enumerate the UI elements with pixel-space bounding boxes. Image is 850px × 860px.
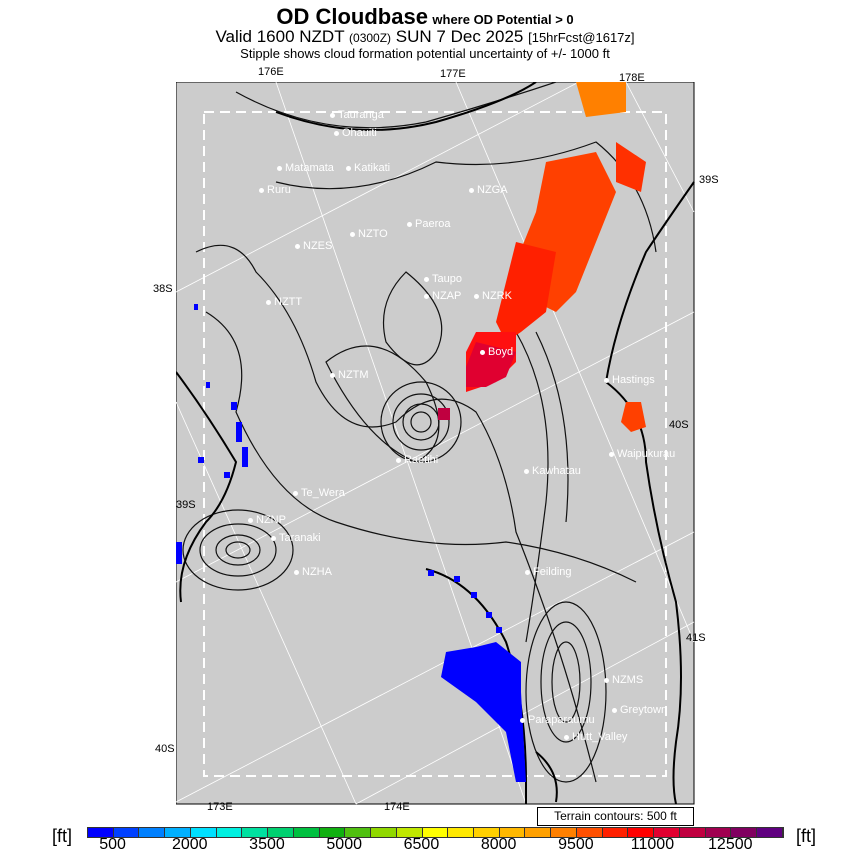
colorbar-swatch [216,828,243,837]
place-label: Taupo [424,273,462,285]
place-label: NZGA [469,184,508,196]
colorbar-swatch [293,828,320,837]
cloudbase-fill-low [176,304,526,782]
place-label: Tauranga [330,109,384,121]
place-label: Boyd [480,346,513,358]
colorbar-swatch [190,828,217,837]
place-label: Ohauiti [334,127,377,139]
place-label: Katikati [346,162,390,174]
lon-label: 176E [258,66,284,78]
title-main: OD Cloudbase [276,4,428,29]
place-label: NZTT [266,296,302,308]
lat-label: 40S [669,419,689,431]
lat-label: 41S [686,632,706,644]
colorbar-swatch [654,828,680,837]
colorbar-swatch [242,828,269,837]
valid-prefix: Valid 1600 NZDT [215,27,345,46]
place-label: NZNP [248,514,286,526]
colorbar-tick-label: 12500 [708,836,753,853]
coastline [176,82,695,805]
place-label: Paraparaumu [520,714,595,726]
colorbar-swatch [448,828,475,837]
colorbar-swatch [345,828,372,837]
chart-title: OD Cloudbase where OD Potential > 0 [0,4,850,30]
place-label: NZMS [604,674,643,686]
place-label: NZES [295,240,332,252]
stipple-note: Stipple shows cloud formation potential … [240,46,610,61]
terrain-contours [182,82,657,783]
colorbar-swatch [268,828,294,837]
colorbar-unit-left: [ft] [52,826,73,846]
place-label: NZTM [330,369,369,381]
domain-box [203,111,667,777]
forecast-info: [15hrFcst@1617z] [528,30,635,45]
lat-label: 39S [699,174,719,186]
colorbar-tick-label: 500 [99,836,126,853]
colorbar-swatch [113,828,140,837]
map-canvas [176,82,695,805]
colorbar-swatch [422,828,449,837]
terrain-contour-legend: Terrain contours: 500 ft [537,807,694,826]
colorbar-swatch [551,828,577,837]
colorbar-tick-label: 5000 [326,836,362,853]
colorbar-tick-label: 2000 [171,836,208,853]
place-label: Hutt_Valley [564,731,627,743]
place-label: Feilding [525,566,572,578]
valid-date: SUN 7 Dec 2025 [395,27,524,46]
place-label: Kawhatau [524,465,581,477]
colorbar-swatch [499,828,526,837]
colorbar-tick-label: 3500 [249,836,285,853]
valid-time: Valid 1600 NZDT (0300Z) SUN 7 Dec 2025 [… [0,27,850,47]
cloudbase-fill-high [438,82,646,432]
lon-label: 178E [619,72,645,84]
colorbar-swatch [165,828,191,837]
colorbar-swatch [705,828,732,837]
place-label: Raetihi [396,454,438,466]
colorbar-swatch [474,828,500,837]
colorbar-unit-right: [ft] [796,826,817,846]
place-label: Waipukurau [609,448,675,460]
colorbar-swatch [628,828,655,837]
lat-label: 38S [153,283,173,295]
colorbar-swatch [88,828,114,837]
colorbar-swatch [602,828,629,837]
colorbar-swatch [396,828,423,837]
colorbar-tick-label: 11000 [630,836,675,853]
title-qualifier: where OD Potential > 0 [432,12,574,27]
colorbar-swatch [757,828,783,837]
place-label: NZTO [350,228,388,240]
place-label: Greytown [612,704,667,716]
colorbar-swatch [679,828,706,837]
colorbar-tick-label: 9500 [558,836,594,853]
place-label: NZAP [424,290,461,302]
colorbar-swatch [139,828,166,837]
colorbar [87,827,784,838]
place-label: Ruru [259,184,291,196]
colorbar-tick-label: 6500 [403,836,440,853]
colorbar-swatch [731,828,758,837]
place-label: Hastings [604,374,655,386]
valid-utc: (0300Z) [349,31,392,45]
lon-label: 173E [207,801,233,813]
colorbar-swatch [525,828,552,837]
place-label: NZHA [294,566,332,578]
lat-label: 40S [155,743,175,755]
colorbar-swatch [371,828,397,837]
colorbar-swatch [319,828,346,837]
place-label: Taranaki [271,532,321,544]
colorbar-swatch [576,828,603,837]
lon-label: 174E [384,801,410,813]
place-label: Paeroa [407,218,450,230]
place-label: Te_Wera [293,487,345,499]
place-label: Matamata [277,162,334,174]
colorbar-tick-label: 8000 [480,836,517,853]
lon-label: 177E [440,68,466,80]
place-label: NZRK [474,290,512,302]
lat-label: 39S [176,499,196,511]
